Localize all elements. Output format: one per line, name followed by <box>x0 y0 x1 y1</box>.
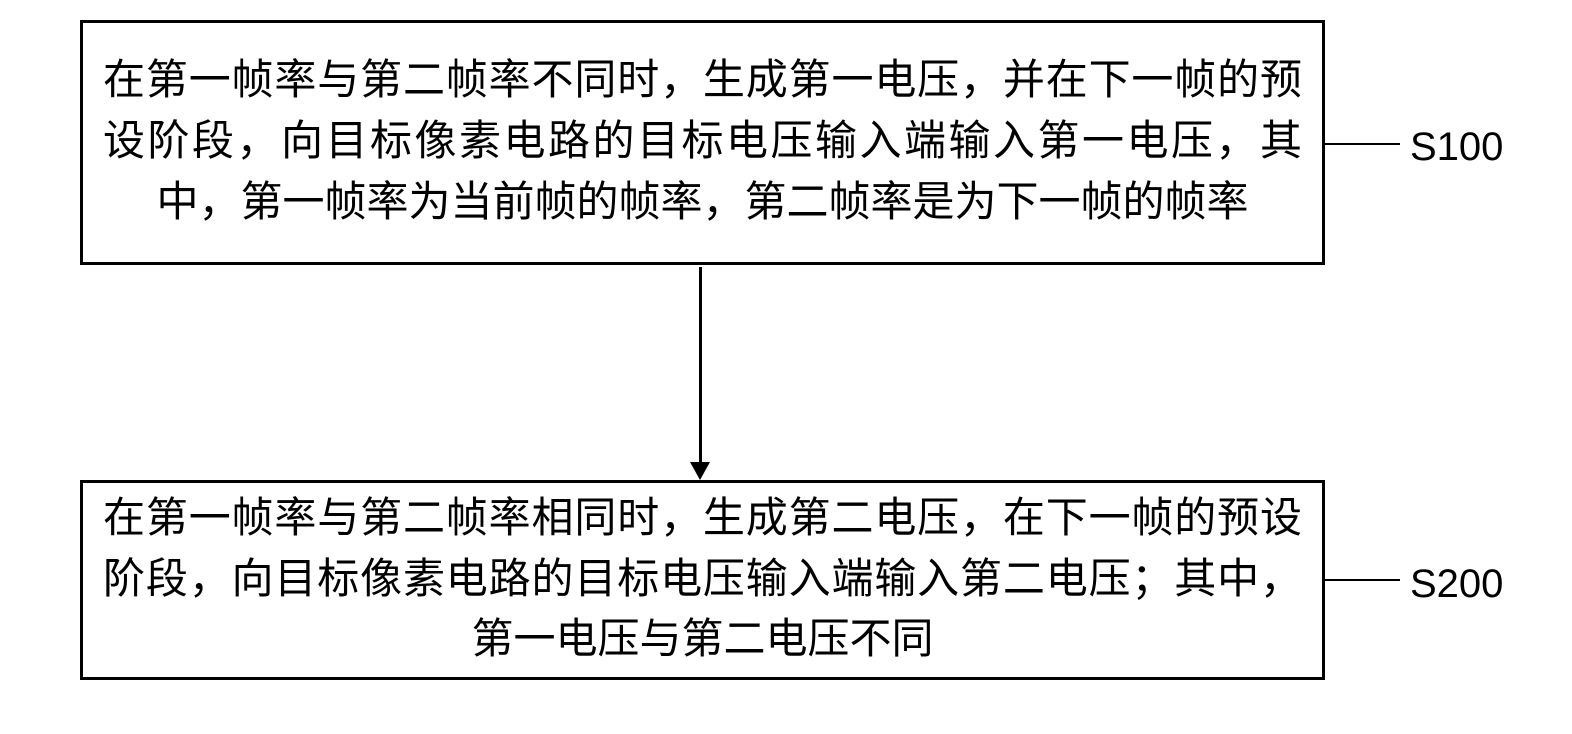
connector-s200 <box>1325 579 1400 581</box>
step-label-s100: S100 <box>1410 125 1503 170</box>
step-label-s200: S200 <box>1410 562 1503 607</box>
arrow-line-1 <box>699 267 702 462</box>
flowchart-container: 在第一帧率与第二帧率不同时，生成第一电压，并在下一帧的预设阶段，向目标像素电路的… <box>0 0 1572 734</box>
arrow-head-1 <box>690 462 710 480</box>
step-text-s100: 在第一帧率与第二帧率不同时，生成第一电压，并在下一帧的预设阶段，向目标像素电路的… <box>103 51 1302 234</box>
step-text-s200: 在第一帧率与第二帧率相同时，生成第二电压，在下一帧的预设阶段，向目标像素电路的目… <box>103 489 1302 672</box>
connector-s100 <box>1325 143 1400 145</box>
step-box-s200: 在第一帧率与第二帧率相同时，生成第二电压，在下一帧的预设阶段，向目标像素电路的目… <box>80 480 1325 680</box>
step-box-s100: 在第一帧率与第二帧率不同时，生成第一电压，并在下一帧的预设阶段，向目标像素电路的… <box>80 20 1325 265</box>
